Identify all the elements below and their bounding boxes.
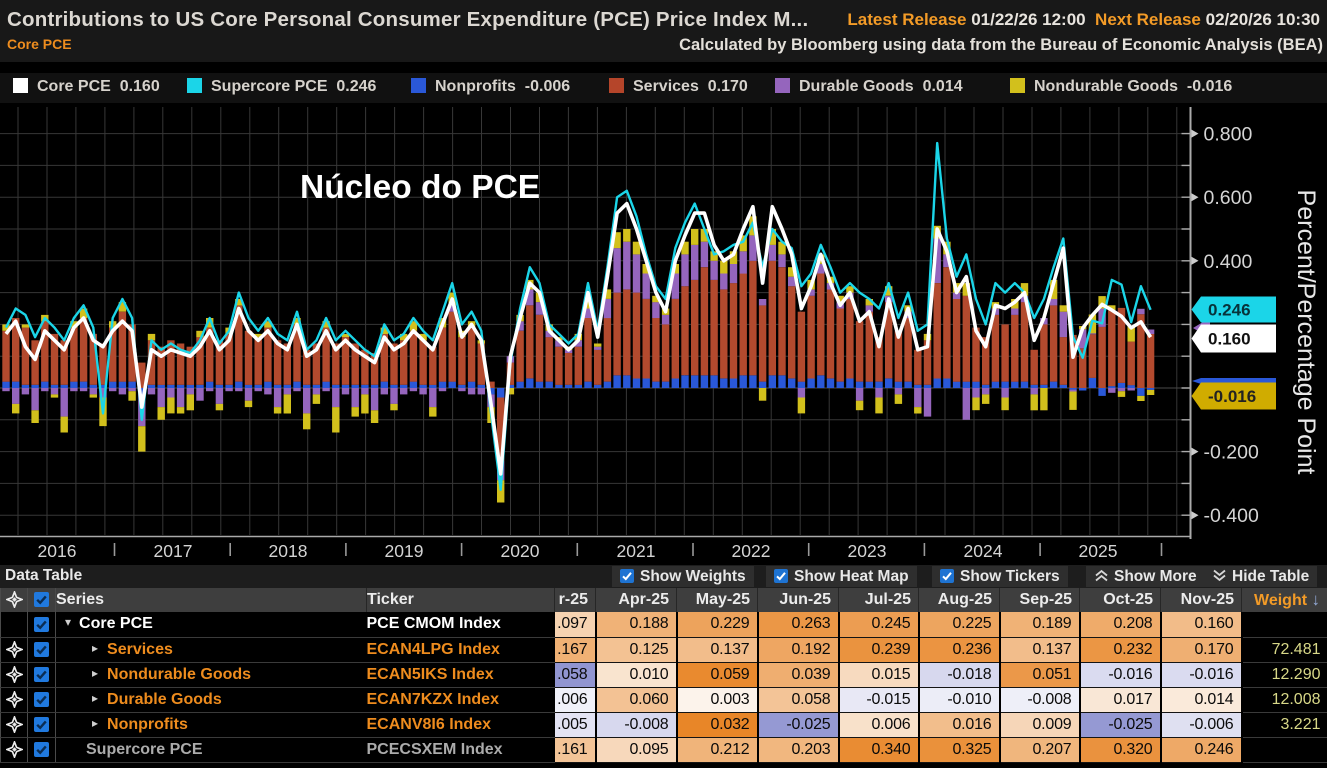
svg-text:2020: 2020 bbox=[501, 541, 540, 561]
svg-text:2022: 2022 bbox=[732, 541, 771, 561]
svg-text:2016: 2016 bbox=[38, 541, 77, 561]
svg-text:2019: 2019 bbox=[385, 541, 424, 561]
svg-text:2017: 2017 bbox=[154, 541, 193, 561]
svg-text:-0.016: -0.016 bbox=[1208, 387, 1256, 406]
svg-text:2025: 2025 bbox=[1079, 541, 1118, 561]
svg-text:0.400: 0.400 bbox=[1204, 251, 1253, 273]
svg-text:0.160: 0.160 bbox=[1208, 330, 1251, 349]
svg-text:2024: 2024 bbox=[964, 541, 1003, 561]
svg-text:0.246: 0.246 bbox=[1208, 301, 1251, 320]
svg-text:2023: 2023 bbox=[848, 541, 887, 561]
svg-text:0.800: 0.800 bbox=[1204, 124, 1253, 146]
svg-text:-0.200: -0.200 bbox=[1204, 442, 1259, 464]
svg-text:-0.400: -0.400 bbox=[1204, 505, 1259, 527]
svg-text:Núcleo do PCE: Núcleo do PCE bbox=[300, 169, 540, 206]
svg-text:2021: 2021 bbox=[617, 541, 656, 561]
svg-text:Percent/Percentage Point: Percent/Percentage Point bbox=[1292, 190, 1320, 475]
svg-text:0.600: 0.600 bbox=[1204, 187, 1253, 209]
svg-text:2018: 2018 bbox=[269, 541, 308, 561]
